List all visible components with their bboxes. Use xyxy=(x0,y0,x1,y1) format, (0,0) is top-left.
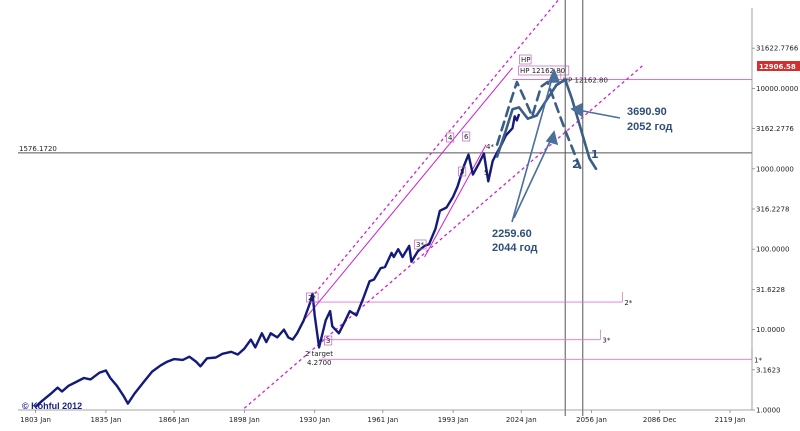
callout-arrow-lower-a xyxy=(511,74,554,223)
arrow-head-icon xyxy=(547,67,561,83)
solid-projection-path xyxy=(495,78,598,171)
callout-lower-value: 2259.60 xyxy=(492,228,532,240)
wave-label-box xyxy=(518,65,570,76)
forecast-projection-paths xyxy=(495,78,598,171)
level-label: 3* xyxy=(602,337,610,345)
y-tick-label: 100.0000 xyxy=(756,246,789,254)
level-label: HP 12162.80 xyxy=(563,76,608,84)
level-label: 2* xyxy=(624,299,632,307)
level-label: 1* xyxy=(754,356,762,364)
arrow-head-icon xyxy=(570,102,583,118)
wave-label-box xyxy=(446,132,455,143)
y-tick-label: 10.0000 xyxy=(756,326,785,334)
callout-lower-year: 2044 год xyxy=(492,242,538,254)
y-tick-label: 31622.7766 xyxy=(756,45,799,53)
x-tick-label: 1866 Jan xyxy=(159,416,190,424)
wave-label-box xyxy=(306,292,319,303)
channel-line xyxy=(314,0,560,295)
y-tick-label: 1.0000 xyxy=(756,407,781,415)
y-tick-label: 1000.0000 xyxy=(756,165,794,173)
channel-line xyxy=(424,144,487,258)
chart-axes: 1803 Jan 1835 Jan 1866 Jan 1898 Jan 1930 Jan… xyxy=(18,8,799,424)
price-series xyxy=(34,113,521,408)
x-tick-label: 1835 Jan xyxy=(90,416,121,424)
target-label: 2 target xyxy=(305,350,333,358)
x-tick-label: 2024 Jan xyxy=(506,416,537,424)
chart-guide-lines: 1576.1720 HP 12162.80 2* 3* 1* xyxy=(18,0,762,416)
level-label: 1576.1720 xyxy=(19,145,57,153)
wave-label-box xyxy=(458,166,467,177)
price-tag: 12906.58 xyxy=(759,63,796,71)
wave-label: 4 xyxy=(448,134,453,142)
wave-label: 6 xyxy=(464,133,469,141)
callout-arrows xyxy=(511,67,621,223)
wave-label: 2* xyxy=(308,294,316,302)
x-tick-label: 1898 Jan xyxy=(229,416,260,424)
wave-label: HP 12162.80 xyxy=(520,67,565,75)
x-tick-label: 1993 Jan xyxy=(438,416,469,424)
callout-upper-value: 3690.90 xyxy=(627,106,667,118)
callout-arrow-lower-b xyxy=(513,136,553,219)
trend-channel-lines xyxy=(243,0,645,409)
wave-label: 4* xyxy=(486,143,494,151)
wave-label: HP xyxy=(521,56,531,64)
y-tick-label: 3.1623 xyxy=(756,366,781,374)
wave-label-box xyxy=(414,239,427,250)
y-tick-label: 316.2278 xyxy=(756,206,789,214)
channel-line xyxy=(303,67,513,321)
wave-label: 2 xyxy=(572,158,580,171)
target-value: 4.2700 xyxy=(307,359,332,367)
callout-upper-year: 2052 год xyxy=(627,121,673,133)
y-tick-label: 31.6228 xyxy=(756,286,785,294)
y-tick-label: 10000.0000 xyxy=(756,85,798,93)
y-tick-label: 3162.2776 xyxy=(756,125,794,133)
wave-label: 1 xyxy=(591,148,599,161)
x-tick-label: 1930 Jan xyxy=(299,416,330,424)
wave-label: 5* xyxy=(484,169,492,177)
price-line xyxy=(34,113,521,408)
wave-label-box xyxy=(519,54,532,65)
x-tick-label: 2056 Jan xyxy=(576,416,607,424)
price-tag-background xyxy=(757,61,800,71)
wave-label-box xyxy=(324,335,333,346)
x-tick-label: 2086 Dec xyxy=(643,416,677,424)
x-tick-label: 1961 Jan xyxy=(367,416,398,424)
x-tick-label: 2119 Jan xyxy=(715,416,746,424)
wave-label-box xyxy=(462,131,471,142)
x-tick-label: 1803 Jan xyxy=(20,416,51,424)
arrow-head-icon xyxy=(545,130,559,146)
wave-label: 3* xyxy=(416,241,424,249)
chart-credit: © Kohful 2012 xyxy=(22,401,82,411)
wave-label: 5 xyxy=(460,168,464,176)
callout-arrow-upper xyxy=(577,109,621,119)
dashed-projection-path xyxy=(495,80,582,171)
wave-label: 3 xyxy=(326,337,330,345)
wave-labels: 4 6 5 4* 5* 3* 2* 3 21 HP HP 12162.80 xyxy=(306,54,599,346)
